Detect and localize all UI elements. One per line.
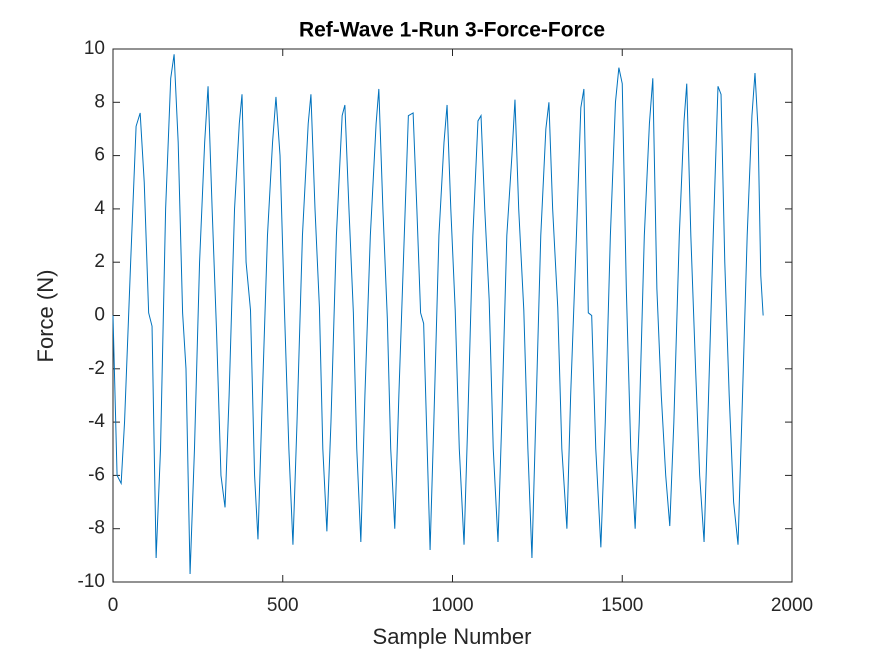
- x-axis-label: Sample Number: [373, 624, 532, 649]
- y-tick-label: 8: [94, 91, 105, 112]
- y-tick-label: -8: [88, 518, 105, 539]
- chart-title: Ref-Wave 1-Run 3-Force-Force: [299, 19, 605, 42]
- x-tick-label: 2000: [771, 595, 813, 616]
- x-tick-label: 500: [267, 595, 299, 616]
- y-tick-label: 10: [84, 38, 105, 59]
- y-axis-label: Force (N): [33, 270, 58, 363]
- x-tick-label: 1500: [601, 595, 643, 616]
- y-tick-label: 6: [94, 145, 105, 166]
- y-tick-label: 2: [94, 251, 105, 272]
- plot-area: [112, 48, 793, 583]
- x-tick-label: 0: [108, 595, 119, 616]
- y-tick-label: -10: [78, 571, 105, 592]
- y-tick-label: -4: [88, 411, 105, 432]
- y-tick-label: 0: [94, 305, 105, 326]
- data-line: [112, 54, 764, 575]
- y-tick-label: 4: [94, 198, 105, 219]
- y-tick-label: -2: [88, 358, 105, 379]
- y-tick-label: -6: [88, 464, 105, 485]
- x-tick-label: 1000: [431, 595, 473, 616]
